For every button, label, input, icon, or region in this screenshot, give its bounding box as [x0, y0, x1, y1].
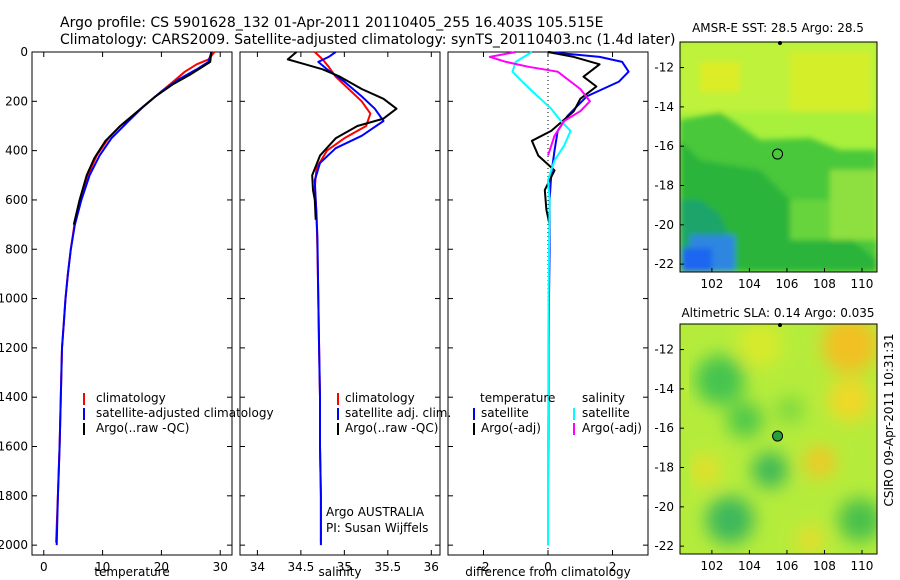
- temperature-axes-frame: [31, 51, 233, 556]
- map-x-tick-label: 102: [700, 559, 723, 573]
- map-y-tick-label: -18: [654, 179, 674, 193]
- sst-map-panel: AMSR-E SST: 28.5 Argo: 28.5 102 104 106 108…: [654, 21, 878, 291]
- argo-australia-annotation: Argo AUSTRALIA: [326, 505, 425, 519]
- legend-label-argo: Argo(..raw -QC): [96, 421, 189, 435]
- x-tick-label: 34: [250, 560, 265, 574]
- salinity-panel: 34 34.5 35 35.5 36 salinity climatology sate…: [239, 51, 451, 579]
- map-y-tick-label: -20: [654, 500, 674, 514]
- legend-label-climatology: climatology: [345, 391, 415, 405]
- map-y-tick-label: -12: [654, 61, 674, 75]
- difference-panel: -2 0 2 difference from climatology tempera…: [447, 51, 649, 579]
- map-y-tick-label: -18: [654, 461, 674, 475]
- map-x-tick-label: 106: [775, 559, 798, 573]
- map-y-tick-label: -12: [654, 343, 674, 357]
- sst-argo-location-marker: [772, 148, 784, 160]
- series-line-magenta: [488, 51, 591, 156]
- x-tick-label: 36: [424, 560, 439, 574]
- y-tick-label: 1200: [0, 341, 28, 355]
- y-tick-label: 1400: [0, 390, 28, 404]
- y-tick-label: 2000: [0, 538, 28, 552]
- legend-label-satellite-adj: satellite adj. clim.: [345, 406, 451, 420]
- y-tick-label: 1600: [0, 440, 28, 454]
- sst-map-title: AMSR-E SST: 28.5 Argo: 28.5: [692, 21, 864, 35]
- sla-map-title: Altimetric SLA: 0.14 Argo: 0.035: [681, 306, 874, 320]
- csiro-timestamp: CSIRO 09-Apr-2011 10:31:31: [882, 333, 896, 506]
- map-x-tick-label: 108: [813, 277, 836, 291]
- series-line-black: [286, 51, 398, 220]
- x-tick-label: 30: [213, 560, 228, 574]
- map-x-tick-label: 106: [775, 277, 798, 291]
- legend-label-sal-argo: Argo(-adj): [582, 421, 642, 435]
- sla-argo-location-marker: [772, 430, 784, 442]
- y-tick-label: 1800: [0, 489, 28, 503]
- sla-map-panel: Altimetric SLA: 0.14 Argo: 0.035 102 104 1…: [654, 306, 878, 573]
- series-line-blue: [313, 51, 385, 546]
- difference-xlabel: difference from climatology: [465, 565, 631, 579]
- map-y-tick-label: -22: [654, 539, 674, 553]
- y-tick-label: 0: [20, 45, 28, 59]
- map-x-tick-label: 102: [700, 277, 723, 291]
- salinity-xlabel: salinity: [318, 565, 361, 579]
- sst-edge-mark: [778, 41, 782, 45]
- legend-label-sal-satellite: satellite: [582, 406, 630, 420]
- x-tick-label: -2: [477, 560, 489, 574]
- y-tick-label: 200: [5, 94, 28, 108]
- x-tick-label: 2: [609, 560, 617, 574]
- legend-label-temp-argo: Argo(-adj): [481, 421, 541, 435]
- map-x-tick-label: 104: [738, 277, 761, 291]
- map-x-tick-label: 110: [851, 559, 874, 573]
- y-tick-label: 600: [5, 193, 28, 207]
- y-tick-label: 800: [5, 242, 28, 256]
- header-line-2: Climatology: CARS2009. Satellite-adjuste…: [60, 32, 675, 48]
- pi-annotation: PI: Susan Wijffels: [326, 521, 428, 535]
- legend-header-temperature: temperature: [480, 391, 555, 405]
- map-x-tick-label: 104: [738, 559, 761, 573]
- x-tick-label: 10: [95, 560, 110, 574]
- map-y-tick-label: -22: [654, 257, 674, 271]
- salinity-legend: climatology satellite adj. clim. Argo(..…: [337, 391, 451, 435]
- x-tick-label: 35: [337, 560, 352, 574]
- map-y-tick-label: -16: [654, 139, 674, 153]
- sst-field: [680, 42, 877, 272]
- series-line-cyan: [511, 51, 572, 546]
- map-y-tick-label: -14: [654, 382, 674, 396]
- legend-label-climatology: climatology: [96, 391, 166, 405]
- series-line-red: [55, 51, 216, 543]
- map-x-tick-label: 110: [851, 277, 874, 291]
- y-tick-label: 1000: [0, 292, 28, 306]
- legend-label-argo: Argo(..raw -QC): [345, 421, 438, 435]
- salinity-axes-frame: [239, 51, 441, 556]
- difference-legend: temperature satellite Argo(-adj) salinit…: [473, 391, 642, 435]
- temperature-legend: climatology satellite-adjusted climatolo…: [83, 391, 274, 435]
- temperature-panel: 0 10 20 30 0 200 400 600 800 1000 1200 1400 1600 1800…: [0, 45, 274, 579]
- legend-label-satellite-adjusted: satellite-adjusted climatology: [96, 406, 274, 420]
- temperature-xlabel: temperature: [94, 565, 169, 579]
- series-line-blue: [55, 51, 213, 546]
- sla-field: [689, 324, 877, 554]
- y-tick-label: 400: [5, 144, 28, 158]
- series-line-black: [72, 51, 213, 225]
- map-y-tick-label: -14: [654, 100, 674, 114]
- x-tick-label: 20: [154, 560, 169, 574]
- map-y-tick-label: -20: [654, 218, 674, 232]
- map-x-tick-label: 108: [813, 559, 836, 573]
- x-tick-label: 34.5: [288, 560, 315, 574]
- x-tick-label: 0: [544, 560, 552, 574]
- legend-label-temp-satellite: satellite: [481, 406, 529, 420]
- sla-edge-mark: [778, 323, 782, 327]
- map-y-tick-label: -16: [654, 421, 674, 435]
- x-tick-label: 35.5: [374, 560, 401, 574]
- x-tick-label: 0: [40, 560, 48, 574]
- header-line-1: Argo profile: CS 5901628_132 01-Apr-2011…: [60, 15, 604, 31]
- legend-header-salinity: salinity: [582, 391, 625, 405]
- series-line-black: [530, 51, 601, 225]
